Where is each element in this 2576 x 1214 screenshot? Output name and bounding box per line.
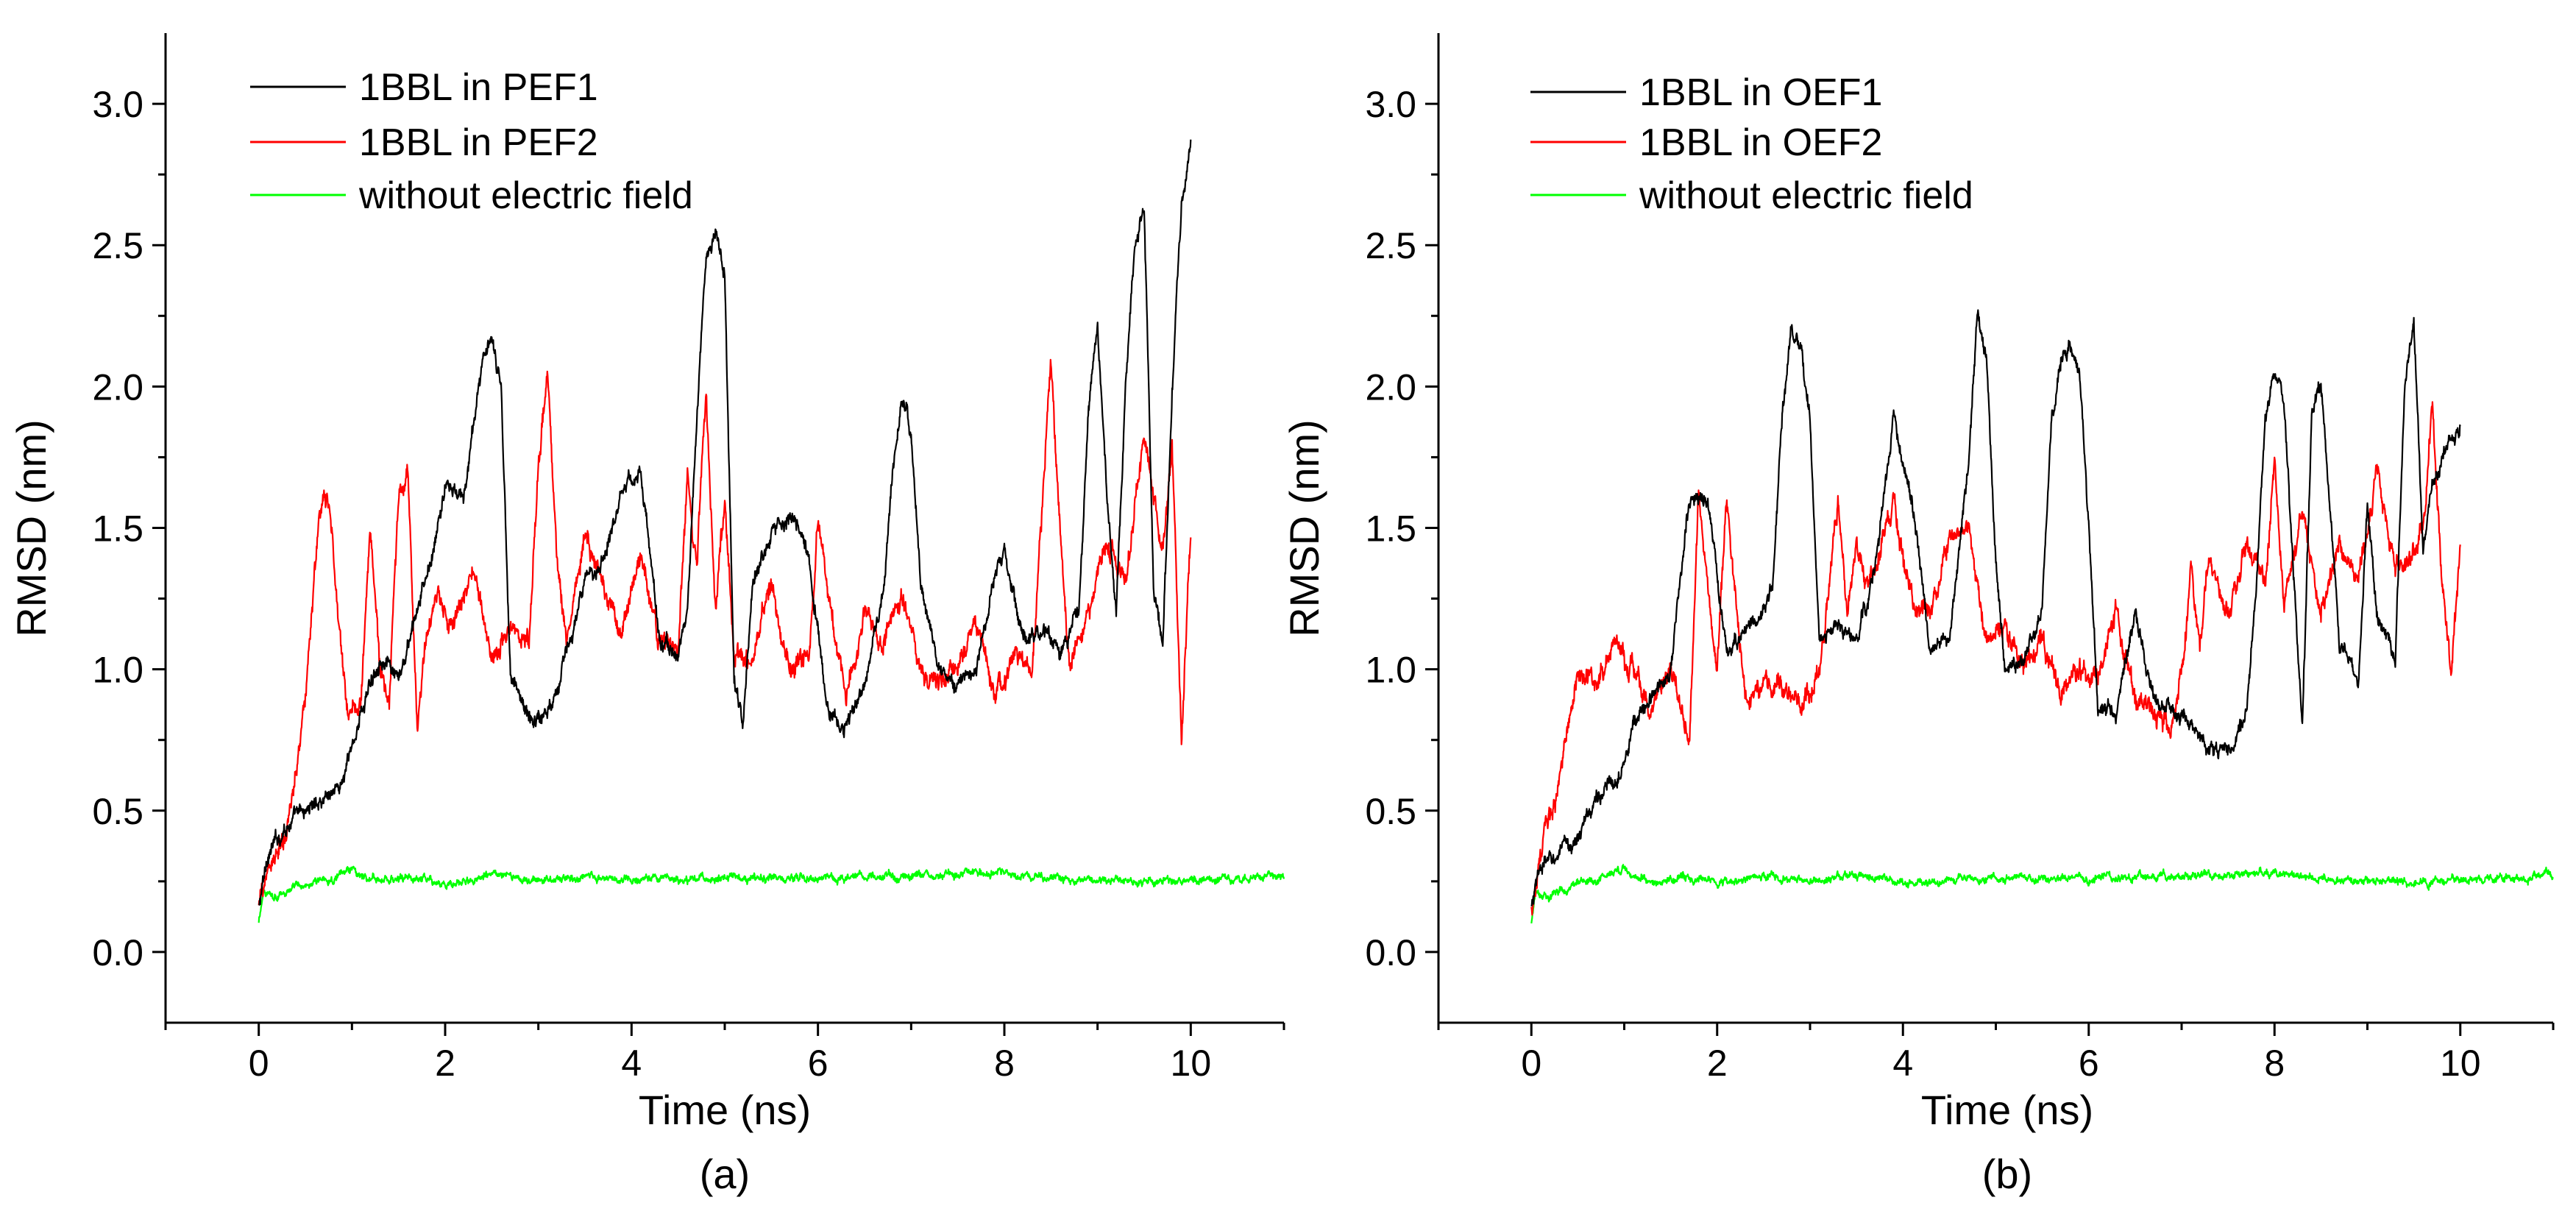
legend-a: 1BBL in PEF1 1BBL in PEF2 without electr…: [250, 66, 693, 217]
legend-label-b-2: without electric field: [1639, 174, 1973, 217]
y-tick-label-a: 0.0: [92, 932, 143, 973]
series-line-a-2: [258, 865, 1285, 923]
y-tick-label-b: 1.5: [1365, 508, 1416, 550]
y-tick-label-a: 0.5: [92, 791, 143, 832]
y-tick-label-a: 2.5: [92, 225, 143, 266]
legend-label-a-0: 1BBL in PEF1: [359, 66, 598, 109]
axis-ticks-a: 0 2 4 6 8 10 0.0 0.5 1.0 1.5 2.0 2.5 3.0: [92, 84, 1285, 1084]
series-line-b-1: [1530, 401, 2461, 916]
legend-label-b-1: 1BBL in OEF2: [1639, 121, 1882, 164]
chart-panel-a: 0 2 4 6 8 10 0.0 0.5 1.0 1.5 2.0 2.5 3.0 Time (ns) R…: [8, 33, 1285, 1197]
y-axis-label-a: RMSD (nm): [8, 419, 54, 637]
series-line-a-0: [258, 139, 1192, 906]
x-axis-label-b: Time (ns): [1921, 1087, 2093, 1133]
series-line-b-0: [1530, 309, 2461, 907]
series-layer-a: [258, 139, 1285, 923]
x-tick-label-b: 4: [1892, 1043, 1913, 1084]
legend-b: 1BBL in OEF1 1BBL in OEF2 without electr…: [1530, 71, 1973, 217]
y-tick-label-b: 2.0: [1365, 366, 1416, 408]
x-tick-label-a: 10: [1171, 1043, 1212, 1084]
y-tick-label-b: 0.0: [1365, 932, 1416, 973]
chart-panel-b: 0 2 4 6 8 10 0.0 0.5 1.0 1.5 2.0 2.5 3.0 Time (ns) R…: [1281, 33, 2555, 1197]
y-tick-label-b: 2.5: [1365, 225, 1416, 266]
x-tick-label-a: 0: [249, 1043, 269, 1084]
axis-ticks-b: 0 2 4 6 8 10 0.0 0.5 1.0 1.5 2.0 2.5 3.0: [1365, 84, 2555, 1084]
y-tick-label-b: 3.0: [1365, 84, 1416, 125]
x-axis-label-a: Time (ns): [639, 1087, 811, 1133]
legend-label-b-0: 1BBL in OEF1: [1639, 71, 1882, 114]
y-tick-label-b: 0.5: [1365, 791, 1416, 832]
x-tick-label-a: 6: [808, 1043, 828, 1084]
panel-caption-a: (a): [700, 1151, 750, 1197]
x-tick-label-b: 2: [1707, 1043, 1728, 1084]
x-tick-label-b: 0: [1521, 1043, 1541, 1084]
x-tick-label-b: 6: [2079, 1043, 2099, 1084]
legend-label-a-1: 1BBL in PEF2: [359, 121, 598, 164]
x-tick-label-b: 10: [2440, 1043, 2481, 1084]
y-tick-label-a: 2.0: [92, 366, 143, 408]
x-tick-label-b: 8: [2264, 1043, 2285, 1084]
y-tick-label-a: 1.5: [92, 508, 143, 550]
x-tick-label-a: 2: [435, 1043, 455, 1084]
y-tick-label-b: 1.0: [1365, 650, 1416, 691]
panel-caption-b: (b): [1982, 1151, 2032, 1197]
legend-label-a-2: without electric field: [358, 174, 693, 217]
y-tick-label-a: 3.0: [92, 84, 143, 125]
y-axis-label-b: RMSD (nm): [1281, 419, 1327, 637]
y-tick-label-a: 1.0: [92, 650, 143, 691]
x-tick-label-a: 8: [994, 1043, 1015, 1084]
series-line-b-2: [1530, 864, 2554, 924]
x-tick-label-a: 4: [621, 1043, 642, 1084]
series-layer-b: [1530, 309, 2554, 924]
series-line-a-1: [258, 358, 1192, 906]
